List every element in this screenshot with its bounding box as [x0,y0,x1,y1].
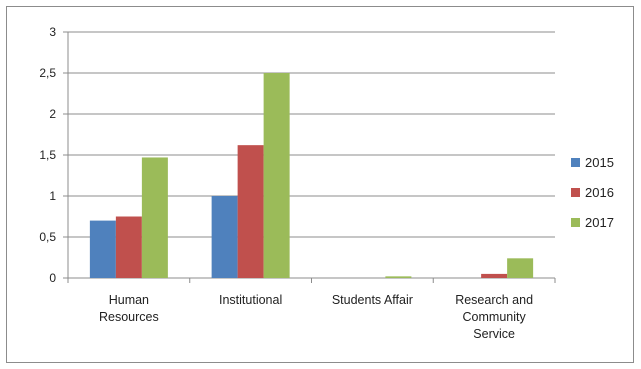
bar-2017 [385,276,412,278]
bar-2016 [481,273,508,278]
y-tick-label: 1 [49,189,56,203]
bar-2017 [507,258,534,278]
legend-swatch [571,188,580,197]
x-category-label: Institutional [219,293,282,307]
legend-label: 2017 [585,215,614,230]
bar-2017 [141,157,168,278]
legend-swatch [571,158,580,167]
y-axis: 0 0,5 1 1,5 2 2,5 3 [39,25,69,285]
x-category-label: Human [109,293,149,307]
chart-frame [6,6,634,363]
bar-2015 [89,220,116,278]
y-tick-label: 2 [49,107,56,121]
x-category-label: Research and [455,293,533,307]
x-category-label: Community [463,310,527,324]
x-category-label: Service [473,327,515,341]
y-tick-label: 0 [49,271,56,285]
bar-2016 [237,145,264,278]
x-axis: Human Resources Institutional Students Affa… [67,277,556,341]
x-category-label: Students Affair [332,293,413,307]
y-tick-label: 1,5 [39,148,56,162]
legend-label: 2016 [585,185,614,200]
y-tick-label: 0,5 [39,230,56,244]
x-category-label: Resources [99,310,159,324]
bar-2016 [115,216,142,278]
y-tick-label: 3 [49,25,56,39]
y-tick-label: 2,5 [39,66,56,80]
legend: 2015 2016 2017 [571,155,614,230]
bar-2017 [263,73,290,278]
bars [89,73,534,278]
legend-swatch [571,218,580,227]
legend-label: 2015 [585,155,614,170]
bar-2015 [211,196,238,278]
